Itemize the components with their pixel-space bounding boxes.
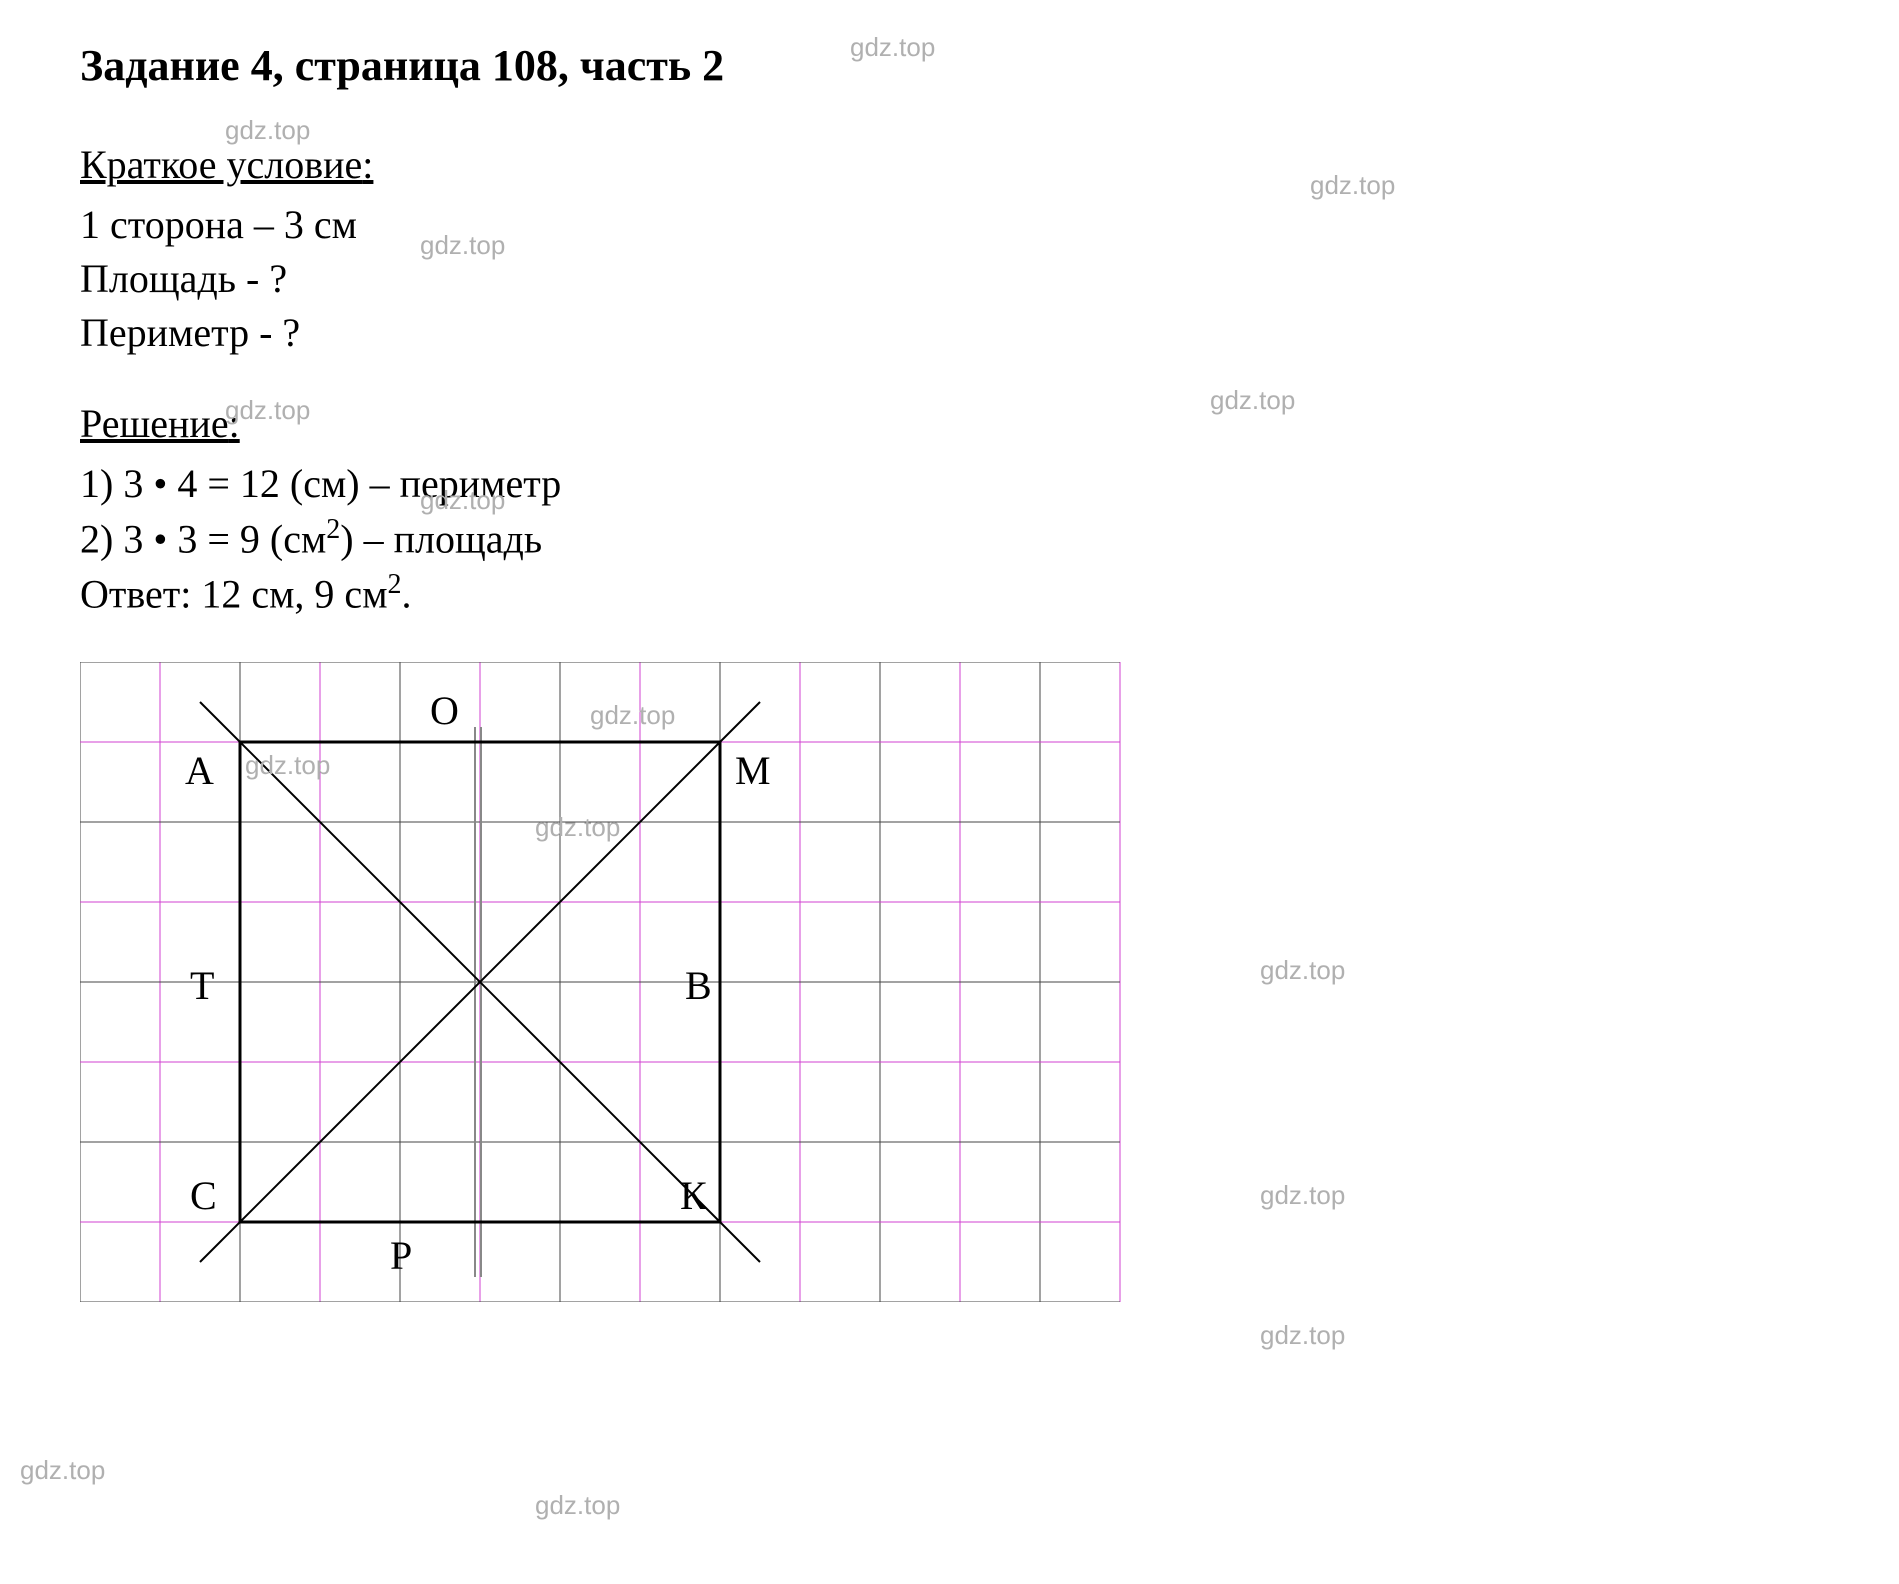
sol-l1-post: 4 = 12 (см) – периметр (167, 461, 561, 506)
watermark: gdz.top (1260, 1180, 1345, 1211)
sol-l2-sup: 2 (326, 514, 340, 545)
watermark: gdz.top (20, 1455, 105, 1486)
condition-label: Краткое условие: (80, 141, 1819, 188)
solution-line-2: 2) 3 • 3 = 9 (см2) – площадь (80, 511, 1819, 566)
solution-block: Решение: 1) 3 • 4 = 12 (см) – периметр 2… (80, 400, 1819, 622)
sol-l3-post: . (402, 572, 412, 617)
condition-label-text: Краткое условие (80, 142, 362, 187)
sol-l1-dot: • (153, 461, 167, 506)
exercise-title: Задание 4, страница 108, часть 2 (80, 40, 1819, 91)
solution-line-1: 1) 3 • 4 = 12 (см) – периметр (80, 457, 1819, 511)
vertex-label-c: С (190, 1172, 217, 1219)
condition-block: Краткое условие: 1 сторона – 3 см Площад… (80, 141, 1819, 360)
solution-label-text: Решение (80, 401, 229, 446)
vertex-label-k: К (680, 1172, 707, 1219)
sol-l2-postb: ) – площадь (340, 516, 542, 561)
sol-l2-pre: 2) 3 (80, 516, 153, 561)
watermark: gdz.top (535, 1490, 620, 1521)
sol-l3-sup: 2 (388, 569, 402, 600)
watermark: gdz.top (1260, 955, 1345, 986)
vertex-label-t: Т (190, 962, 214, 1009)
vertex-label-p: Р (390, 1232, 412, 1279)
sol-l2-dot: • (153, 516, 167, 561)
condition-line-3: Периметр - ? (80, 306, 1819, 360)
sol-l1-pre: 1) 3 (80, 461, 153, 506)
geometry-diagram: О А М Т В С К Р (80, 662, 1150, 1302)
sol-l2-posta: 3 = 9 (см (167, 516, 326, 561)
watermark: gdz.top (1260, 1320, 1345, 1351)
solution-line-3: Ответ: 12 см, 9 см2. (80, 566, 1819, 621)
condition-line-2: Площадь - ? (80, 252, 1819, 306)
condition-line-1: 1 сторона – 3 см (80, 198, 1819, 252)
vertex-label-o: О (430, 687, 459, 734)
diagram-svg (80, 662, 1150, 1302)
vertex-label-a: А (185, 747, 214, 794)
vertex-label-m: М (735, 747, 771, 794)
sol-l3-pre: Ответ: 12 см, 9 см (80, 572, 388, 617)
solution-label: Решение: (80, 400, 1819, 447)
vertex-label-b: В (685, 962, 712, 1009)
